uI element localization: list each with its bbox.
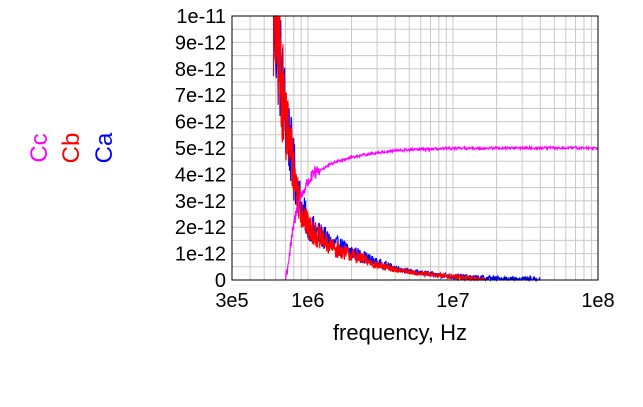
legend-label-ca: Ca [91, 132, 118, 163]
x-axis-title: frequency, Hz [333, 320, 467, 345]
legend-label-cc: Cc [26, 133, 53, 162]
y-tick-label: 2e-12 [175, 217, 226, 239]
series-line-cb [272, 15, 487, 283]
y-tick-label: 8e-12 [175, 59, 226, 81]
x-tick-label: 1e6 [291, 290, 324, 312]
plot-frame [231, 15, 599, 281]
x-tick-label: 1e7 [436, 290, 469, 312]
y-tick-label: 5e-12 [175, 138, 226, 160]
y-tick-label: 6e-12 [175, 112, 226, 134]
series-group [272, 15, 599, 283]
x-tick-label: 1e8 [581, 290, 614, 312]
y-tick-label: 1e-11 [176, 6, 226, 28]
y-tick-label: 1e-12 [175, 244, 226, 266]
y-tick-labels: 0 1e-12 2e-12 3e-12 4e-12 5e-12 6e-12 7e-12 8e-1… [175, 6, 226, 292]
series-line-cc [284, 144, 599, 281]
x-tick-label: 3e5 [215, 290, 248, 312]
legend-label-cb: Cb [58, 133, 85, 164]
y-tick-label: 4e-12 [175, 164, 226, 186]
y-tick-label: 3e-12 [175, 191, 226, 213]
x-tick-labels: 3e5 1e6 1e7 1e8 [215, 290, 614, 312]
y-tick-label: 7e-12 [175, 85, 226, 107]
legend: Cc Cb Ca [26, 132, 118, 163]
y-tick-label: 0 [215, 270, 226, 292]
y-tick-label: 9e-12 [175, 32, 226, 54]
